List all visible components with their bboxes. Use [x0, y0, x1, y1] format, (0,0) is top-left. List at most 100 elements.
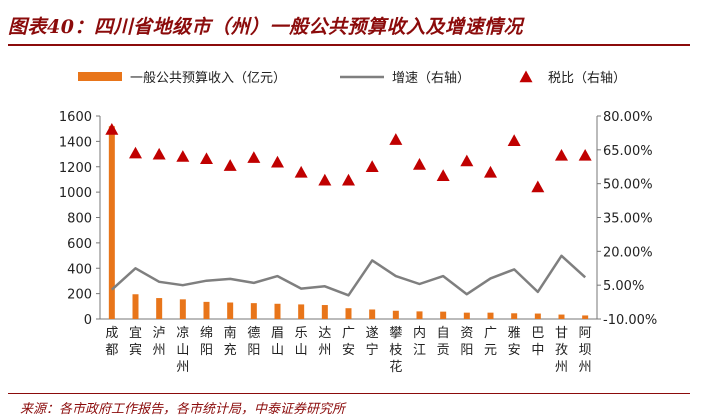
category-label-char: 元: [484, 343, 497, 358]
revenue-bar: [392, 310, 399, 319]
category-label: 泸州: [153, 326, 166, 358]
revenue-bar: [440, 311, 447, 319]
category-label-char: 广: [484, 326, 497, 341]
category-label-char: 州: [318, 343, 331, 358]
category-label-char: 阳: [460, 343, 473, 358]
source-note: 来源：各市政府工作报告，各市统计局，中泰证券研究所: [20, 402, 346, 417]
revenue-bar: [108, 126, 115, 320]
category-label-char: 宁: [366, 342, 379, 358]
tax-ratio-marker: [460, 154, 474, 167]
category-label: 眉山: [271, 326, 284, 358]
left-tick-label: 600: [67, 237, 92, 252]
left-tick-label: 200: [67, 288, 92, 303]
category-label-char: 州: [176, 360, 189, 375]
category-label-char: 州: [579, 360, 592, 375]
revenue-bar: [156, 298, 163, 319]
source-divider: [8, 393, 690, 394]
category-label-char: 州: [153, 343, 166, 358]
revenue-bar: [132, 294, 139, 319]
category-label-char: 阿: [579, 326, 592, 341]
category-label: 资阳: [460, 326, 473, 358]
category-label: 成都: [105, 326, 118, 358]
category-label-char: 宾: [129, 342, 142, 358]
category-label: 雅安: [508, 326, 521, 358]
chart-title: 图表40：四川省地级市（州）一般公共预算收入及增速情况: [8, 16, 523, 38]
category-label: 南充: [224, 325, 237, 358]
growth-line: [110, 254, 587, 297]
revenue-bar: [416, 311, 423, 319]
category-label-char: 绵: [200, 326, 213, 341]
category-label-char: 山: [176, 343, 189, 358]
revenue-bar: [369, 309, 376, 319]
right-tick-label: 20.00%: [603, 245, 653, 260]
category-label: 自贡: [437, 326, 450, 358]
category-label-char: 山: [295, 343, 308, 358]
tax-ratio-marker: [436, 169, 450, 181]
category-label-char: 州: [555, 360, 568, 375]
category-label: 内江: [413, 325, 426, 358]
right-tick-label: 5.00%: [603, 279, 644, 294]
category-label-char: 自: [437, 326, 450, 341]
category-label: 广安: [342, 326, 355, 358]
category-label: 甘孜州: [555, 326, 568, 375]
category-label-char: 乐: [295, 326, 308, 341]
tax-ratio-marker: [129, 146, 142, 159]
left-tick-label: 0: [84, 313, 92, 328]
category-label-char: 攀: [389, 326, 402, 341]
category-label-char: 都: [105, 343, 118, 358]
category-label-char: 雅: [508, 326, 521, 341]
category-label-char: 凉: [176, 326, 189, 341]
revenue-bar: [227, 302, 234, 319]
revenue-bar: [487, 312, 494, 319]
right-tick-label: 50.00%: [603, 178, 653, 193]
category-label-char: 德: [247, 326, 260, 341]
category-label: 乐山: [295, 326, 308, 358]
left-tick-label: 400: [67, 262, 92, 277]
tax-ratio-marker: [105, 123, 119, 135]
category-label: 阿坝州: [579, 326, 592, 375]
growth-line-series: [110, 254, 587, 297]
category-label-char: 广: [342, 326, 355, 341]
category-label: 攀枝花: [389, 326, 402, 375]
category-label-char: 中: [531, 343, 544, 358]
tax-ratio-marker: [247, 151, 261, 163]
tax-ratio-series: [105, 123, 592, 193]
bar-series: [108, 126, 589, 320]
category-label: 巴中: [531, 326, 544, 358]
chart-legend: 一般公共预算收入（亿元） 增速（右轴） 税比（右轴）: [78, 70, 626, 86]
legend-bar-swatch: [78, 72, 122, 81]
category-label-char: 甘: [555, 326, 568, 341]
category-label-char: 枝: [389, 343, 402, 358]
category-label-char: 充: [224, 342, 237, 358]
left-tick-label: 1000: [59, 186, 92, 201]
revenue-bar: [582, 315, 589, 319]
category-label-char: 南: [224, 325, 237, 341]
category-label-char: 内: [413, 325, 426, 341]
tax-ratio-marker: [531, 180, 545, 193]
tax-ratio-marker: [342, 173, 355, 186]
category-label-char: 阳: [200, 343, 213, 358]
revenue-bar: [250, 303, 257, 319]
left-tick-label: 1200: [59, 161, 92, 176]
tax-ratio-marker: [223, 159, 237, 171]
right-tick-label: 80.00%: [603, 110, 653, 125]
category-label-char: 安: [508, 343, 521, 358]
category-label-char: 泸: [153, 326, 166, 341]
category-label-char: 江: [413, 343, 426, 358]
category-label: 绵阳: [200, 326, 213, 358]
tax-ratio-marker: [152, 147, 166, 160]
tax-ratio-marker: [578, 148, 592, 161]
category-label-char: 宜: [129, 326, 142, 341]
right-tick-label: -10.00%: [603, 313, 657, 328]
tax-ratio-marker: [271, 155, 284, 168]
revenue-bar: [274, 303, 281, 319]
revenue-bar: [534, 313, 541, 319]
revenue-bar: [558, 314, 565, 319]
category-label: 遂宁: [366, 326, 379, 358]
revenue-bar: [179, 299, 186, 319]
tax-ratio-marker: [555, 148, 568, 161]
revenue-bar: [298, 304, 305, 319]
revenue-bar: [463, 312, 470, 319]
category-label-char: 坝: [579, 343, 592, 358]
category-label-char: 遂: [366, 326, 379, 341]
